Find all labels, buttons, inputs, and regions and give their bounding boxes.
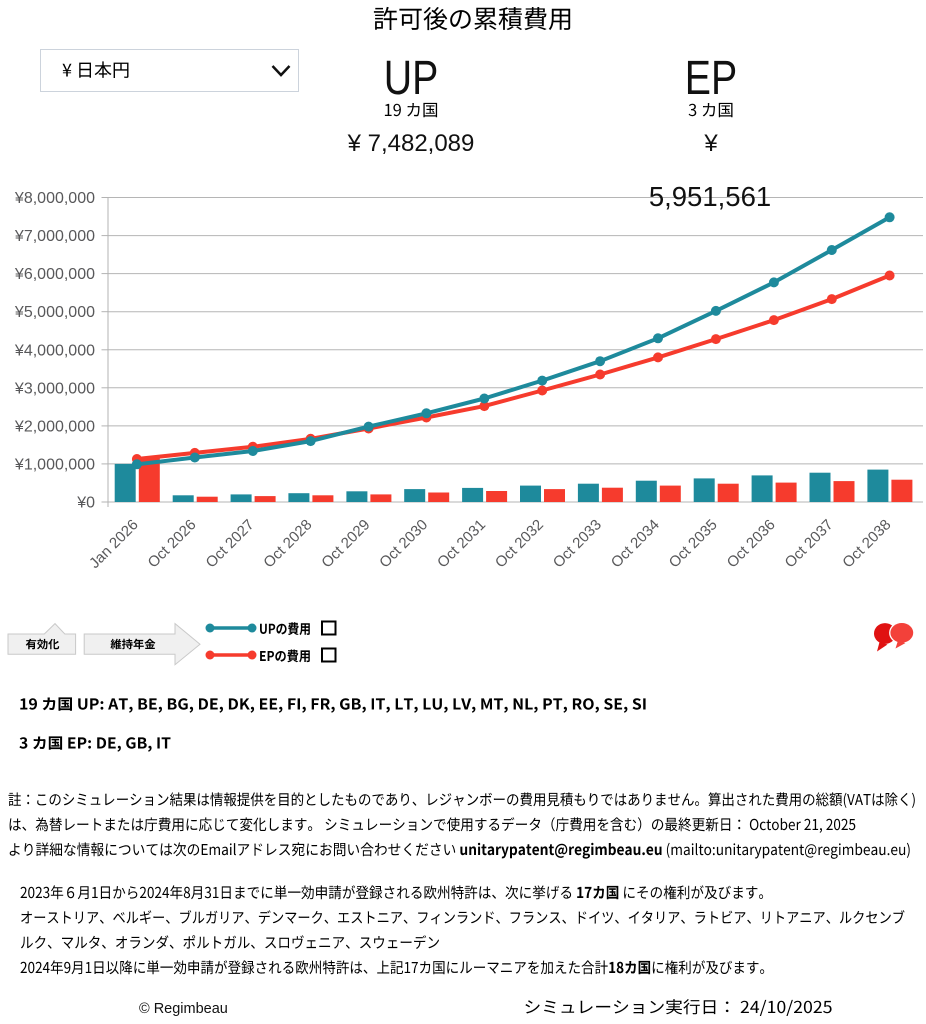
svg-text:¥5,000,000: ¥5,000,000 <box>14 304 95 321</box>
svg-text:Oct 2031: Oct 2031 <box>434 516 489 571</box>
svg-text:¥1,000,000: ¥1,000,000 <box>14 456 95 473</box>
svg-text:Oct 2034: Oct 2034 <box>608 516 663 571</box>
svg-text:¥4,000,000: ¥4,000,000 <box>14 342 95 359</box>
svg-text:Oct 2037: Oct 2037 <box>782 516 837 571</box>
svg-text:Oct 2033: Oct 2033 <box>550 516 605 571</box>
svg-text:¥6,000,000: ¥6,000,000 <box>14 266 95 283</box>
svg-text:Oct 2035: Oct 2035 <box>666 516 721 571</box>
svg-text:Oct 2026: Oct 2026 <box>145 516 200 571</box>
svg-text:Oct 2032: Oct 2032 <box>492 516 547 571</box>
svg-text:¥8,000,000: ¥8,000,000 <box>14 190 95 207</box>
svg-text:Oct 2029: Oct 2029 <box>318 516 373 571</box>
svg-text:Oct 2027: Oct 2027 <box>203 516 258 571</box>
svg-text:¥2,000,000: ¥2,000,000 <box>14 418 95 435</box>
svg-text:Oct 2038: Oct 2038 <box>839 516 894 571</box>
svg-text:Oct 2036: Oct 2036 <box>724 516 779 571</box>
svg-text:Oct 2030: Oct 2030 <box>376 516 431 571</box>
svg-text:Jan 2026: Jan 2026 <box>86 516 142 572</box>
svg-text:¥0: ¥0 <box>76 495 95 512</box>
svg-text:¥3,000,000: ¥3,000,000 <box>14 380 95 397</box>
svg-text:Oct 2028: Oct 2028 <box>260 516 315 571</box>
svg-text:¥7,000,000: ¥7,000,000 <box>14 228 95 245</box>
